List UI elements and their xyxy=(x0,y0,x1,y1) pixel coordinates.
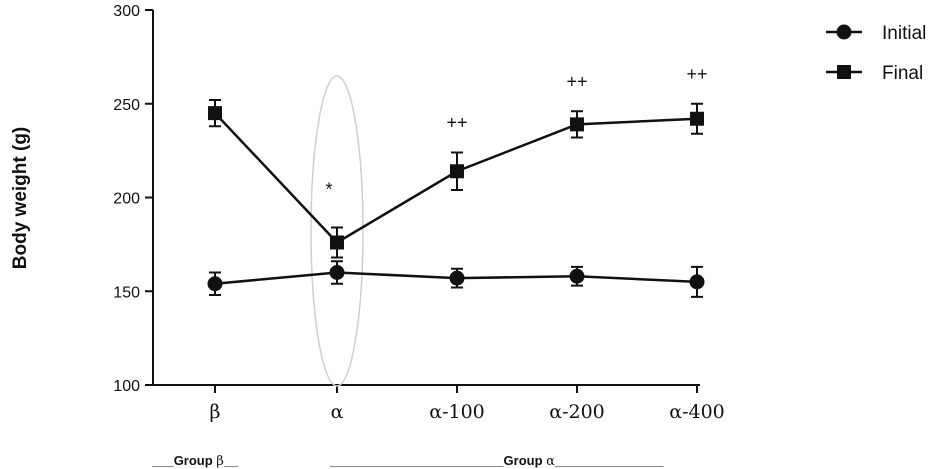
series-layer xyxy=(207,99,705,298)
annotation-layer: * ++ ++ ++ xyxy=(325,64,707,200)
legend-marker xyxy=(837,65,851,79)
x-tick-label: α-100 xyxy=(429,401,485,423)
significance-annotation: ++ xyxy=(686,64,707,84)
significance-annotation: ++ xyxy=(446,113,467,133)
data-point xyxy=(329,265,345,280)
y-ticks: 100 150 200 250 300 xyxy=(113,3,153,395)
legend-marker xyxy=(836,24,852,40)
y-tick-label: 200 xyxy=(113,191,140,208)
legend-label: Final xyxy=(882,63,923,84)
x-tick-label: α xyxy=(331,401,344,423)
data-point xyxy=(207,276,223,292)
x-tick-label: α-200 xyxy=(549,401,605,423)
legend: Initial Final xyxy=(826,23,926,84)
data-point xyxy=(689,274,705,290)
highlight-ellipse xyxy=(310,75,364,387)
axes: 100 150 200 250 300 β α α-100 α-200 α-400 xyxy=(113,3,724,423)
legend-item-initial: Initial xyxy=(826,23,926,44)
data-point xyxy=(449,270,465,286)
data-point xyxy=(690,111,704,126)
y-tick-label: 150 xyxy=(113,284,140,301)
series-initial xyxy=(207,260,705,298)
significance-annotation: ++ xyxy=(566,71,587,91)
data-point xyxy=(570,117,584,132)
y-tick-label: 300 xyxy=(113,3,140,20)
group-label-alpha: ________________________Group α_________… xyxy=(329,453,664,469)
group-label-beta: ___Group β__ xyxy=(151,453,239,469)
x-tick-label: β xyxy=(210,401,221,423)
data-point xyxy=(330,235,344,250)
y-tick-label: 100 xyxy=(113,378,140,395)
legend-label: Initial xyxy=(882,23,926,44)
group-labels: ___Group β__ ________________________Gro… xyxy=(151,453,664,469)
legend-item-final: Final xyxy=(826,63,923,84)
x-tick-label: α-400 xyxy=(669,401,725,423)
data-point xyxy=(208,106,222,121)
data-point xyxy=(450,164,464,179)
x-ticks: β α α-100 α-200 α-400 xyxy=(210,385,725,423)
significance-annotation: * xyxy=(325,180,332,200)
y-tick-label: 250 xyxy=(113,97,140,114)
series-final xyxy=(208,99,704,259)
y-axis-label: Body weight (g) xyxy=(10,127,31,269)
data-point xyxy=(569,268,585,284)
